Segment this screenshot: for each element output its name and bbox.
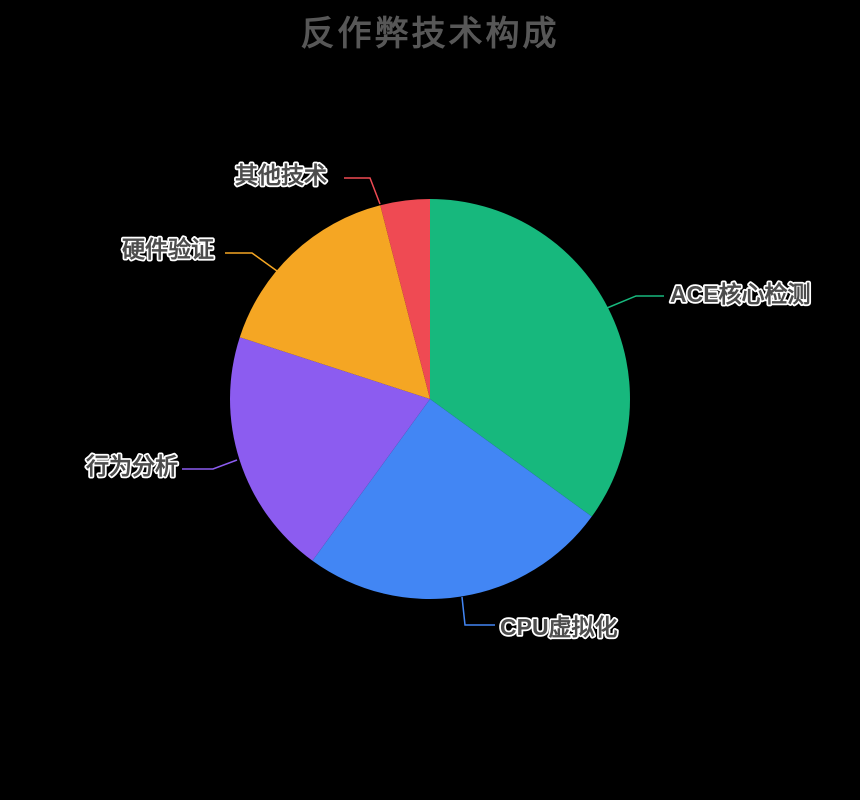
svg-text:CPU虚拟化: CPU虚拟化 (500, 614, 618, 640)
svg-text:其他技术: 其他技术 (235, 162, 327, 188)
svg-text:硬件验证: 硬件验证 (122, 236, 214, 262)
svg-text:行为分析: 行为分析 (85, 453, 178, 479)
svg-text:ACE核心检测: ACE核心检测 (670, 281, 811, 307)
